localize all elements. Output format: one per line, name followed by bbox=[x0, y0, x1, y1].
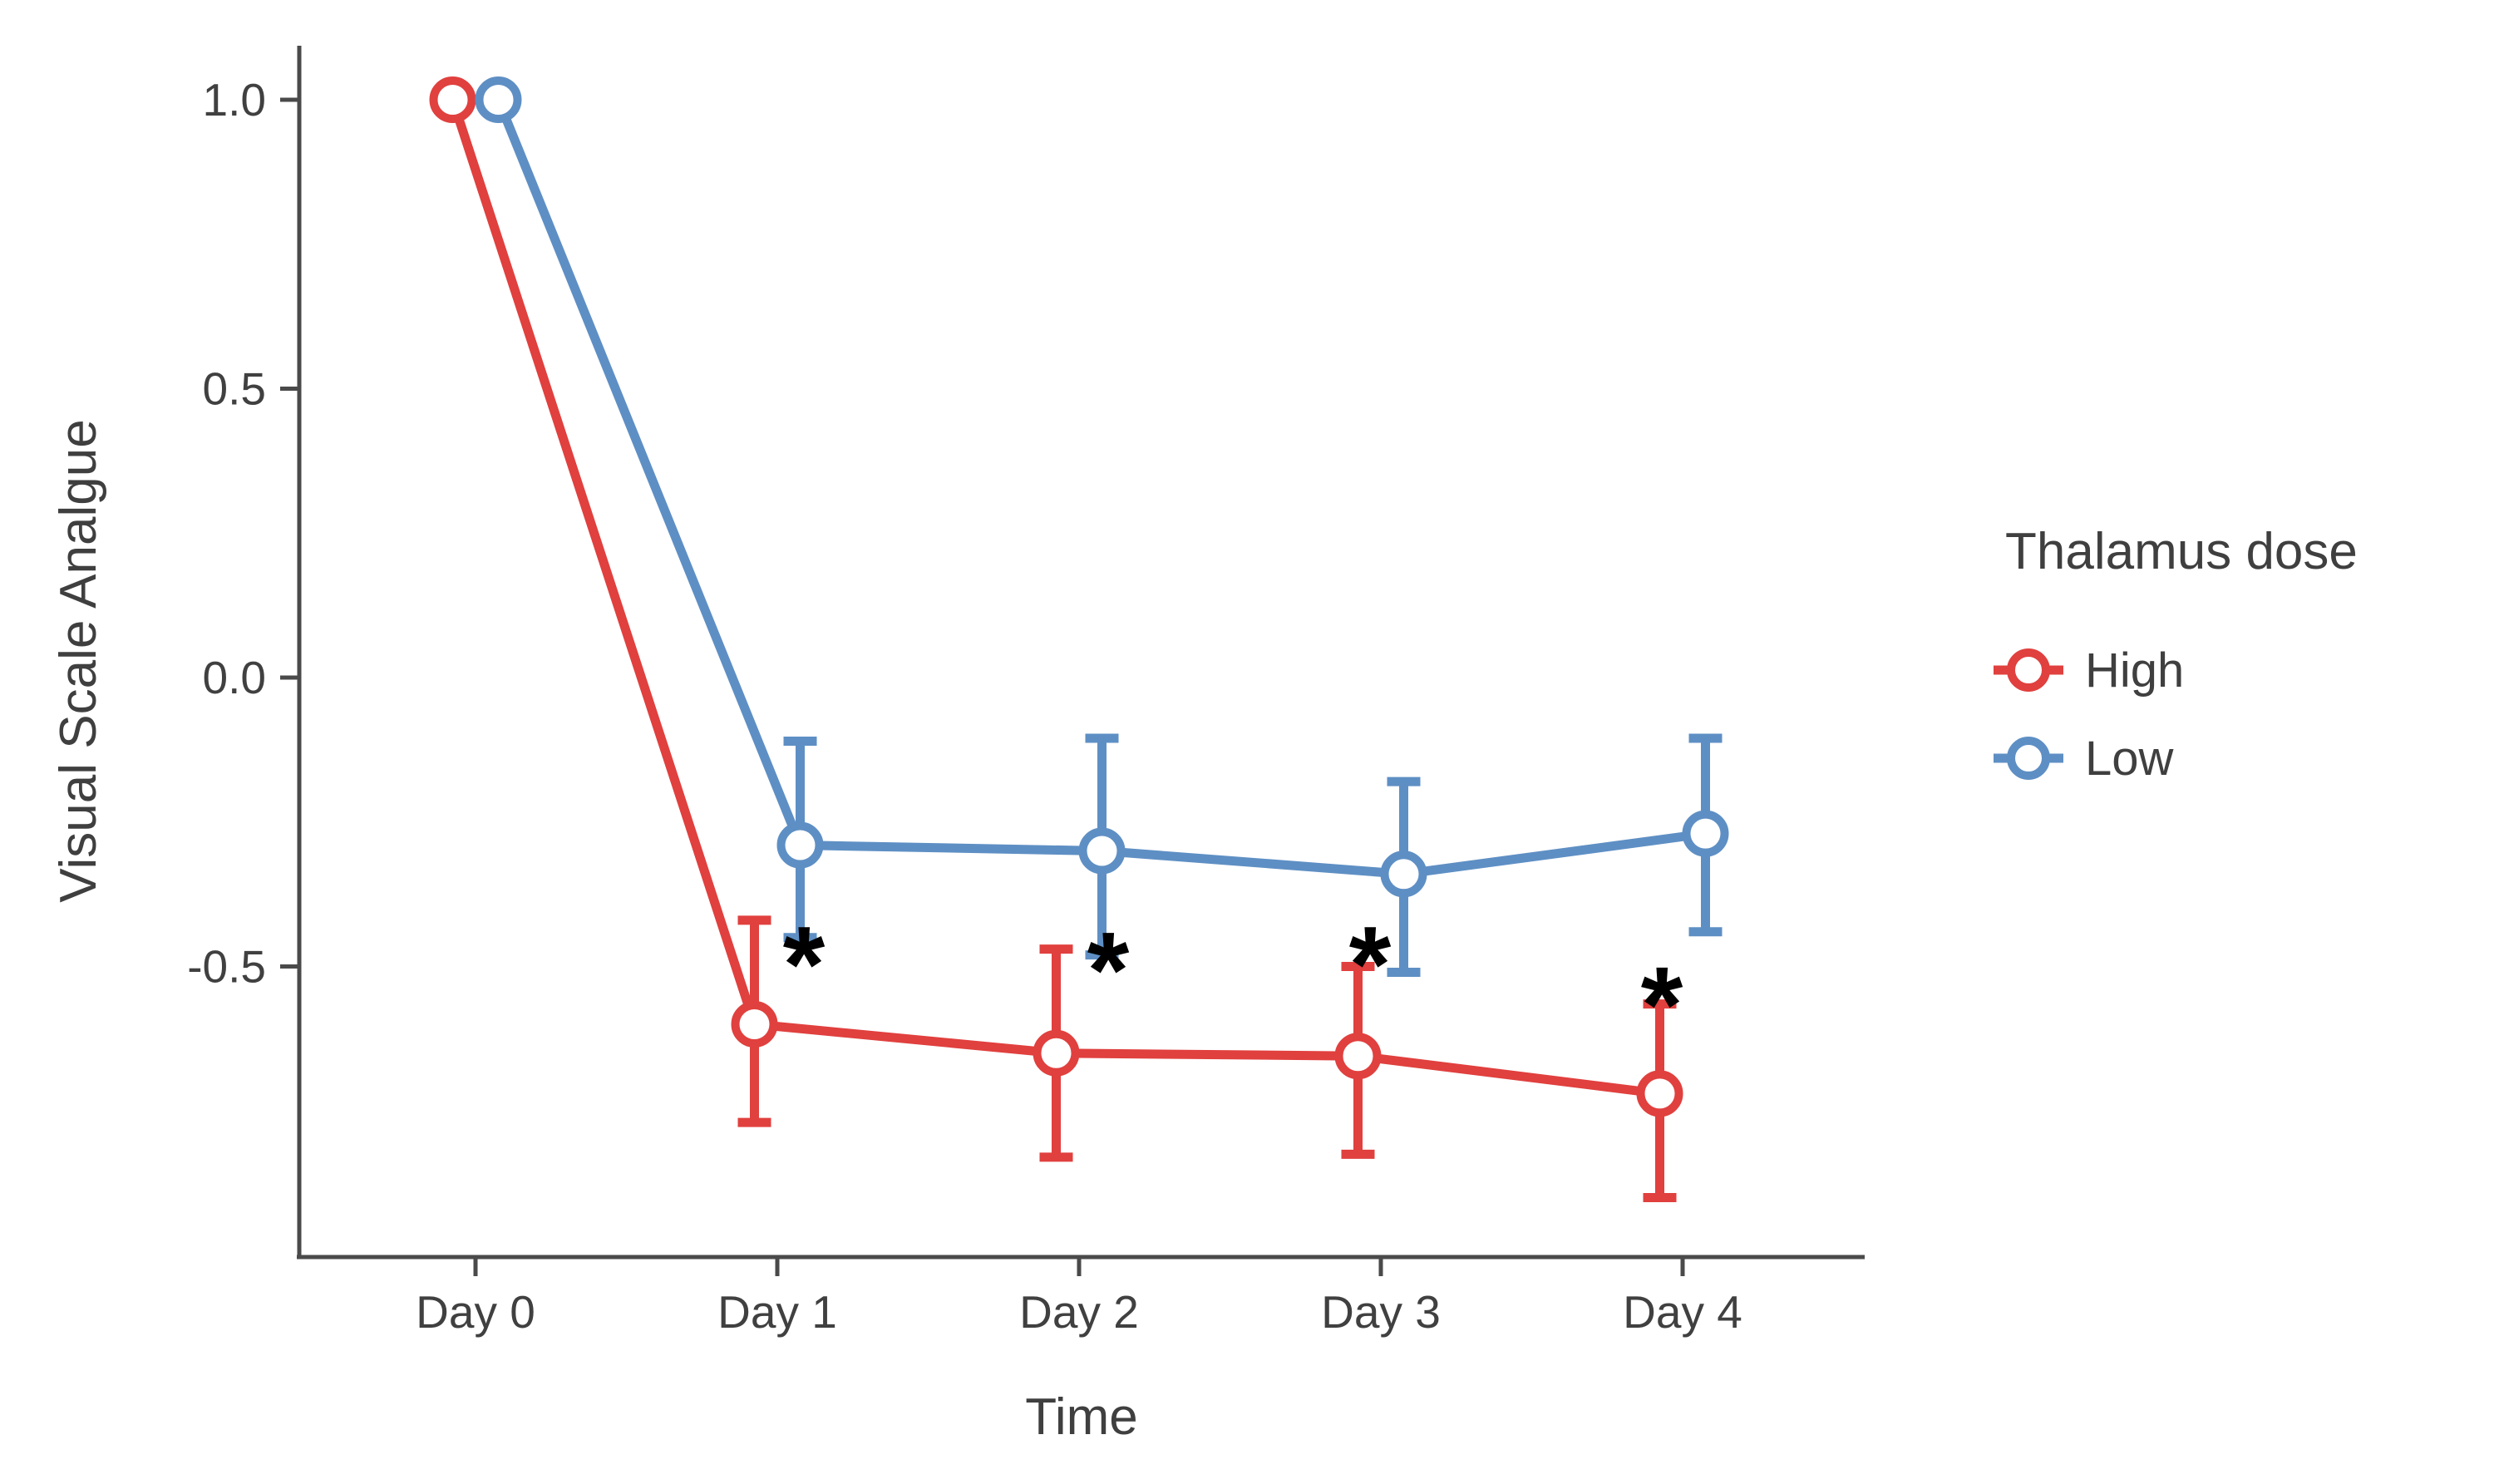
legend-title: Thalamus dose bbox=[2005, 523, 2358, 580]
axes bbox=[280, 46, 1865, 1276]
legend-markers bbox=[1994, 648, 2063, 780]
significance-asterisk: * bbox=[1087, 910, 1130, 1031]
data-series bbox=[429, 76, 1729, 1202]
data-point bbox=[1682, 810, 1729, 857]
data-point bbox=[776, 821, 824, 869]
series-low bbox=[475, 76, 1729, 977]
x-tick-label: Day 1 bbox=[717, 1286, 837, 1338]
legend-label-low: Low bbox=[2085, 732, 2175, 786]
significance-asterisk: * bbox=[1349, 904, 1392, 1025]
legend-key-point bbox=[2007, 648, 2050, 692]
legend-key-point bbox=[2007, 737, 2050, 780]
data-point bbox=[1078, 827, 1126, 875]
data-point bbox=[1380, 850, 1427, 898]
significance-annotations: * * * * bbox=[783, 904, 1683, 1066]
data-point bbox=[475, 76, 522, 123]
x-axis-title: Time bbox=[1025, 1388, 1137, 1446]
y-axis-title: Visual Scale Analgue bbox=[50, 419, 107, 902]
data-point bbox=[731, 1001, 778, 1048]
legend-label-high: High bbox=[2085, 643, 2184, 698]
data-point bbox=[1636, 1070, 1683, 1117]
significance-asterisk: * bbox=[783, 904, 826, 1025]
data-point bbox=[1334, 1033, 1382, 1080]
significance-asterisk: * bbox=[1641, 944, 1683, 1065]
x-tick-label: Day 3 bbox=[1321, 1286, 1441, 1338]
series-high bbox=[429, 76, 1683, 1202]
x-tick-label: Day 0 bbox=[416, 1286, 535, 1338]
y-tick-label: -0.5 bbox=[187, 941, 266, 993]
data-point bbox=[1033, 1029, 1080, 1077]
x-tick-label: Day 4 bbox=[1623, 1286, 1742, 1338]
x-tick-label: Day 2 bbox=[1019, 1286, 1139, 1338]
y-tick-label: 0.5 bbox=[203, 363, 266, 415]
series-line bbox=[448, 98, 1661, 1098]
y-tick-label: 0.0 bbox=[203, 652, 266, 703]
y-tick-label: 1.0 bbox=[203, 74, 266, 126]
data-point bbox=[429, 76, 476, 123]
